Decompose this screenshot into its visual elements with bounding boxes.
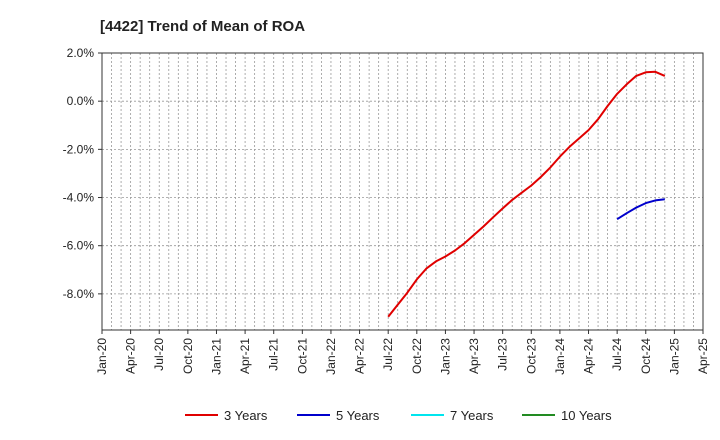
y-tick-label: -4.0% <box>63 191 95 205</box>
y-tick-label: -8.0% <box>63 287 95 301</box>
x-tick-label: Jul-24 <box>610 338 624 371</box>
x-tick-label: Apr-21 <box>238 338 252 374</box>
x-axis-ticks: Jan-20 Apr-20 Jul-20 Oct-20 Jan-21 Apr-21 Jul-… <box>95 330 710 375</box>
x-tick-label: Jul-21 <box>267 338 281 371</box>
x-tick-label: Jul-22 <box>381 338 395 371</box>
x-tick-label: Apr-22 <box>353 338 367 374</box>
x-tick-label: Oct-22 <box>410 338 424 374</box>
grid-lines <box>101 52 704 330</box>
x-tick-label: Jan-24 <box>553 338 567 375</box>
x-tick-label: Apr-24 <box>582 338 596 374</box>
legend: 3 Years 5 Years 7 Years 10 Years <box>185 408 612 423</box>
x-tick-label: Jan-20 <box>95 338 109 375</box>
y-tick-label: -2.0% <box>63 142 95 156</box>
x-tick-label: Jan-21 <box>209 338 223 375</box>
plot-frame <box>101 52 704 331</box>
legend-label: 10 Years <box>561 408 612 423</box>
series-line-3-years <box>387 70 666 318</box>
legend-label: 3 Years <box>224 408 268 423</box>
series-line-5-years <box>616 198 665 221</box>
y-tick-label: 0.0% <box>67 94 95 108</box>
x-tick-label: Apr-20 <box>124 338 138 374</box>
x-tick-label: Apr-23 <box>467 338 481 374</box>
y-tick-label: 2.0% <box>67 46 95 60</box>
chart-title: [4422] Trend of Mean of ROA <box>100 18 305 35</box>
x-tick-label: Oct-23 <box>524 338 538 374</box>
x-tick-label: Apr-25 <box>696 338 710 374</box>
y-tick-label: -6.0% <box>63 239 95 253</box>
x-tick-label: Oct-21 <box>295 338 309 374</box>
x-tick-label: Oct-20 <box>181 338 195 374</box>
series-lines <box>387 70 666 318</box>
y-axis-ticks: 2.0% 0.0% -2.0% -4.0% -6.0% -8.0% <box>63 46 102 301</box>
legend-label: 7 Years <box>450 408 494 423</box>
x-tick-label: Oct-24 <box>639 338 653 374</box>
x-tick-label: Jul-23 <box>496 338 510 371</box>
x-tick-label: Jan-23 <box>438 338 452 375</box>
x-tick-label: Jan-25 <box>667 338 681 375</box>
x-tick-label: Jul-20 <box>152 338 166 371</box>
x-tick-label: Jan-22 <box>324 338 338 375</box>
legend-label: 5 Years <box>336 408 380 423</box>
